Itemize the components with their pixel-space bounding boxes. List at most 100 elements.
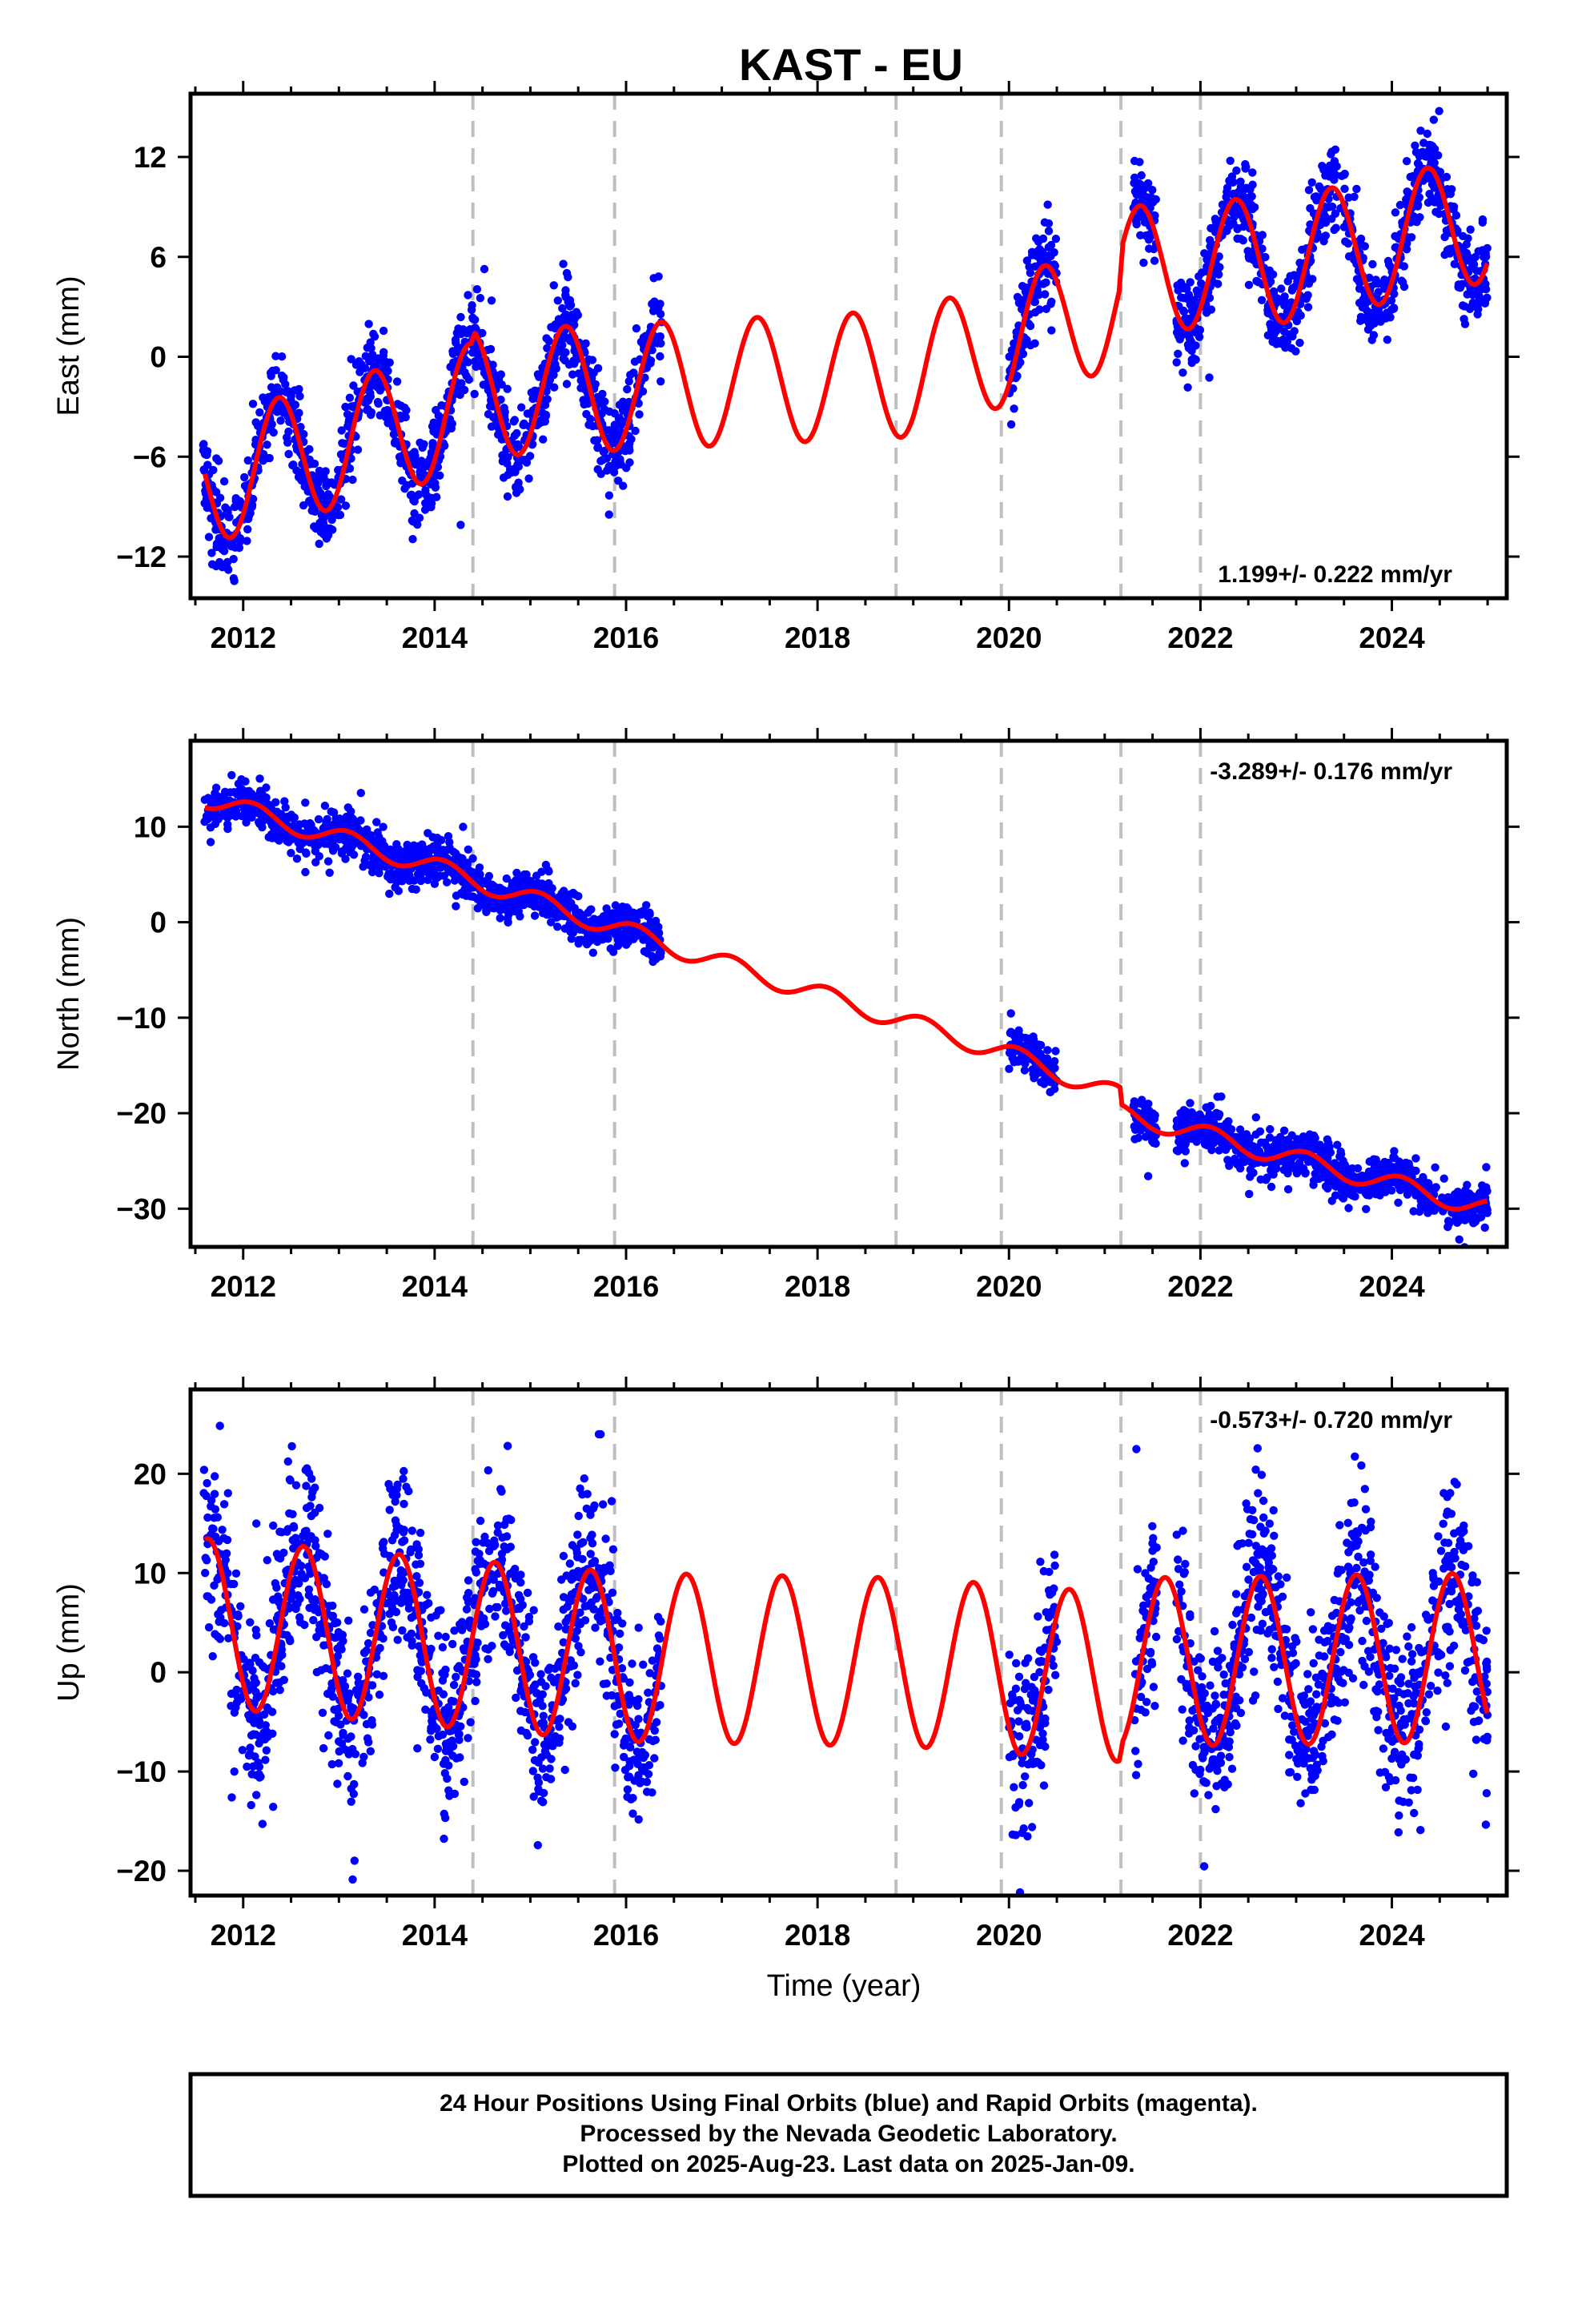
data-point <box>463 329 472 338</box>
data-point <box>1352 184 1361 194</box>
data-point <box>301 798 310 807</box>
data-point <box>482 907 491 917</box>
data-point <box>452 328 461 337</box>
data-point <box>538 881 547 891</box>
data-point <box>476 893 484 902</box>
data-point <box>549 281 558 290</box>
x-tick-label: 2018 <box>785 621 850 654</box>
data-point <box>1421 1201 1431 1210</box>
data-point <box>559 259 568 268</box>
x-tick-label: 2012 <box>211 1270 276 1303</box>
data-point <box>421 499 430 508</box>
data-point <box>334 465 343 475</box>
data-point <box>341 402 350 412</box>
data-point <box>255 819 264 828</box>
data-point <box>1289 271 1299 279</box>
data-point <box>1391 243 1400 252</box>
data-point <box>1269 1170 1278 1179</box>
data-point <box>226 788 235 797</box>
data-point <box>402 406 411 415</box>
data-point <box>1381 314 1391 323</box>
data-point <box>452 902 460 911</box>
data-point <box>1223 1156 1232 1164</box>
data-point <box>1391 208 1400 217</box>
data-point <box>243 537 251 545</box>
data-point <box>1032 1044 1042 1053</box>
data-point <box>604 510 613 519</box>
data-point <box>1391 231 1399 241</box>
data-point <box>1284 1160 1293 1169</box>
data-point <box>1311 192 1321 201</box>
data-point <box>1469 1219 1478 1228</box>
data-point <box>1375 1164 1384 1173</box>
data-point <box>1423 129 1432 139</box>
data-point <box>1050 1063 1059 1073</box>
data-point <box>1482 1163 1491 1172</box>
data-point <box>608 464 617 473</box>
data-point <box>1183 295 1192 304</box>
data-point <box>1148 186 1157 195</box>
data-point <box>646 918 655 927</box>
data-point <box>223 564 232 573</box>
data-point <box>1411 141 1419 150</box>
data-point <box>1476 1188 1486 1196</box>
data-point <box>281 380 290 389</box>
data-point <box>452 891 461 900</box>
data-point <box>1369 331 1379 340</box>
plot-area <box>199 94 1492 598</box>
data-point <box>1205 293 1215 303</box>
data-point <box>1478 284 1487 293</box>
data-point <box>1303 1134 1313 1143</box>
y-axis-label: East (mm) <box>52 275 86 416</box>
data-point <box>1174 286 1182 295</box>
data-point <box>596 915 604 924</box>
data-point <box>1284 300 1294 309</box>
data-point <box>656 352 665 361</box>
data-point <box>1214 279 1223 288</box>
data-point <box>314 814 323 824</box>
data-point <box>1195 288 1204 297</box>
data-point <box>1232 166 1241 175</box>
data-point <box>596 456 605 465</box>
data-point <box>622 903 632 912</box>
data-point <box>512 428 521 438</box>
data-point <box>1320 211 1330 220</box>
data-point <box>1465 304 1475 313</box>
data-point <box>327 807 335 816</box>
data-point <box>517 403 526 412</box>
data-point <box>1200 249 1209 258</box>
data-point <box>206 823 215 832</box>
data-point <box>1006 1009 1015 1018</box>
data-point <box>649 274 658 283</box>
data-point <box>1247 192 1256 201</box>
y-tick-label: −30 <box>116 1192 167 1225</box>
data-point <box>520 420 528 429</box>
data-point <box>1045 243 1054 251</box>
data-point <box>456 312 465 322</box>
data-point <box>1021 1033 1030 1043</box>
data-point <box>1010 404 1018 413</box>
data-point <box>1187 346 1196 356</box>
data-point <box>536 1670 545 1679</box>
data-point <box>1399 262 1409 271</box>
data-point <box>204 533 214 541</box>
data-point <box>1282 1140 1291 1148</box>
data-point <box>1042 251 1050 260</box>
data-point <box>1350 192 1359 201</box>
data-point <box>1266 1124 1275 1134</box>
data-point <box>1283 277 1292 286</box>
data-point <box>1412 218 1421 227</box>
data-point <box>420 844 428 853</box>
data-point <box>1480 1223 1489 1232</box>
data-point <box>268 366 277 376</box>
data-point <box>476 294 485 303</box>
data-point <box>1038 234 1048 243</box>
data-point <box>432 405 440 415</box>
data-point <box>611 1763 620 1772</box>
data-point <box>1281 341 1290 351</box>
data-point <box>608 1545 618 1554</box>
data-point <box>1470 253 1479 263</box>
data-point <box>548 884 556 893</box>
data-point <box>468 314 477 324</box>
data-point <box>408 535 417 544</box>
